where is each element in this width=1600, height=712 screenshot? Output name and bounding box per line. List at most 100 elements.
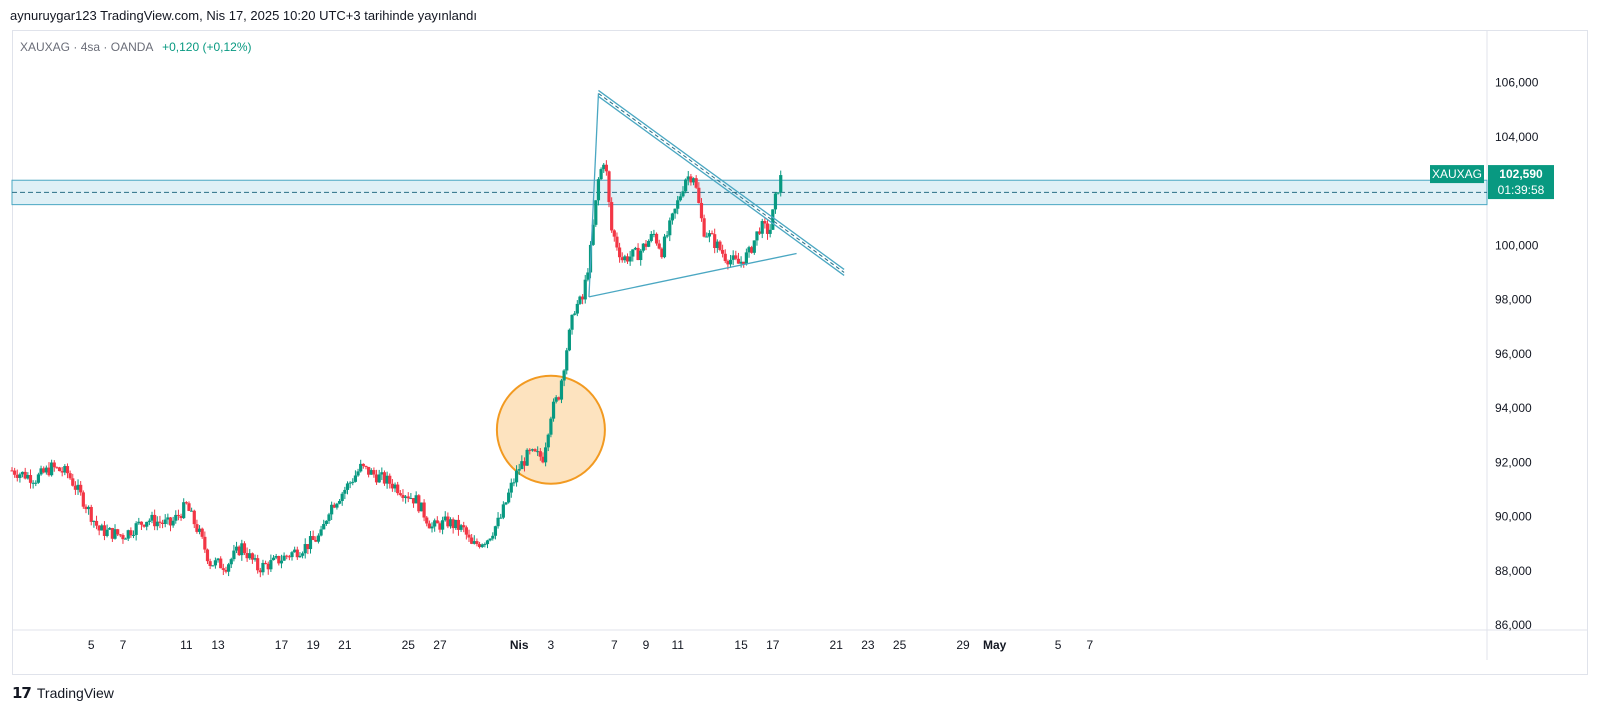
candle-body (36, 474, 41, 483)
candle-body (575, 303, 579, 314)
candle-body (707, 233, 711, 237)
candle-body (657, 243, 661, 249)
candle-body (253, 558, 257, 560)
candle-body (425, 517, 429, 524)
candle-body (179, 515, 183, 519)
x-tick-label: 5 (88, 638, 95, 652)
candle-body (676, 200, 680, 209)
legend-symbol: XAUXAG (20, 40, 71, 54)
candle-body (760, 221, 764, 234)
candle-body (264, 562, 268, 564)
candle-body (520, 461, 524, 470)
candle-body (205, 549, 210, 562)
candle-body (610, 202, 614, 231)
candle-body (145, 521, 149, 527)
candle-body (438, 523, 442, 530)
x-tick-label: 11 (180, 638, 193, 652)
tradingview-logo[interactable]: 𝟭𝟳 TradingView (12, 684, 114, 702)
candle-body (388, 475, 392, 484)
candle-body (668, 220, 672, 236)
candle-body (427, 523, 431, 529)
candle-body (330, 504, 334, 515)
candle-body (197, 528, 202, 532)
candle-body (544, 447, 548, 463)
candle-body (364, 465, 368, 467)
candle-body (467, 534, 471, 538)
candle-body (541, 456, 545, 463)
candle-body (562, 370, 566, 381)
x-tick-label: 19 (306, 638, 320, 652)
candle-body (517, 469, 521, 471)
candle-body (443, 516, 447, 521)
y-tick-label: 98,000 (1495, 293, 1532, 307)
publish-header: aynuruygar123 TradingView.com, Nis 17, 2… (10, 8, 477, 23)
candle-body (678, 196, 682, 201)
legend-separator: · (103, 40, 111, 54)
symbol-legend[interactable]: XAUXAG · 4sa · OANDA +0,120 (+0,12%) (20, 40, 252, 54)
candle-body (380, 472, 384, 475)
legend-separator: · (73, 40, 81, 54)
candle-body (599, 169, 603, 180)
candle-body (570, 314, 574, 330)
candle-body (435, 520, 439, 524)
candle-body (79, 484, 83, 493)
candle-body (39, 468, 43, 475)
candle-body (300, 553, 305, 556)
candle-body (84, 506, 88, 510)
candle-body (644, 243, 648, 247)
candle-body (303, 544, 307, 554)
candle-body (171, 520, 175, 526)
triangle-left-edge (588, 93, 600, 297)
candle-body (139, 521, 144, 525)
candle-body (15, 474, 19, 478)
candle-body (31, 482, 35, 484)
candle-body (538, 451, 542, 457)
candle-body (419, 502, 424, 512)
candle-body (390, 483, 394, 489)
candle-body (779, 175, 783, 193)
candle-body (721, 249, 725, 254)
candle-body (488, 538, 492, 541)
candle-body (216, 558, 220, 561)
candle-body (105, 529, 109, 536)
candle-body (345, 483, 350, 490)
candle-body (414, 495, 418, 504)
candle-body (396, 484, 400, 494)
candle-body (229, 559, 233, 565)
candle-body (514, 470, 519, 483)
candle-body (245, 553, 249, 559)
candle-body (277, 556, 281, 564)
candle-body (464, 527, 468, 535)
candle-body (557, 397, 561, 400)
legend-interval: 4sa (80, 40, 101, 54)
candle-body (509, 482, 513, 493)
y-tick-label: 88,000 (1495, 564, 1532, 578)
candle-body (422, 502, 426, 518)
tv-logo-text: TradingView (36, 685, 114, 701)
candle-body (250, 553, 254, 560)
candle-body (337, 500, 342, 504)
x-tick-label: 3 (548, 638, 555, 652)
candle-body (483, 544, 487, 546)
candle-body (102, 525, 107, 536)
candle-body (578, 296, 582, 304)
candle-body (290, 552, 294, 558)
candle-body (451, 519, 455, 529)
candle-body (322, 524, 326, 530)
candle-body (546, 434, 550, 448)
candle-body (327, 514, 331, 521)
candle-body (736, 258, 741, 264)
candle-body (705, 236, 709, 238)
candle-body (129, 530, 133, 536)
candle-body (493, 526, 498, 536)
candle-body (480, 544, 484, 548)
candle-body (240, 543, 244, 556)
x-tick-label: 13 (211, 638, 225, 652)
candle-body (121, 535, 125, 540)
candle-body (691, 178, 696, 183)
candle-body (726, 261, 730, 265)
candle-body (47, 467, 51, 476)
candle-body (699, 202, 704, 219)
candle-body (293, 549, 297, 553)
